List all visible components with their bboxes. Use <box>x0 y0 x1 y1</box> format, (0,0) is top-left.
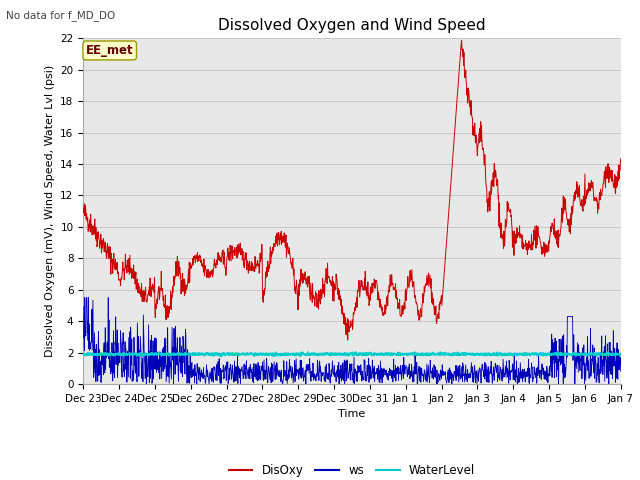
Text: No data for f_MD_DO: No data for f_MD_DO <box>6 10 116 21</box>
Title: Dissolved Oxygen and Wind Speed: Dissolved Oxygen and Wind Speed <box>218 18 486 33</box>
Text: EE_met: EE_met <box>86 44 134 57</box>
Y-axis label: Dissolved Oxygen (mV), Wind Speed, Water Lvl (psi): Dissolved Oxygen (mV), Wind Speed, Water… <box>45 65 54 357</box>
Legend: DisOxy, ws, WaterLevel: DisOxy, ws, WaterLevel <box>224 459 480 480</box>
X-axis label: Time: Time <box>339 409 365 419</box>
